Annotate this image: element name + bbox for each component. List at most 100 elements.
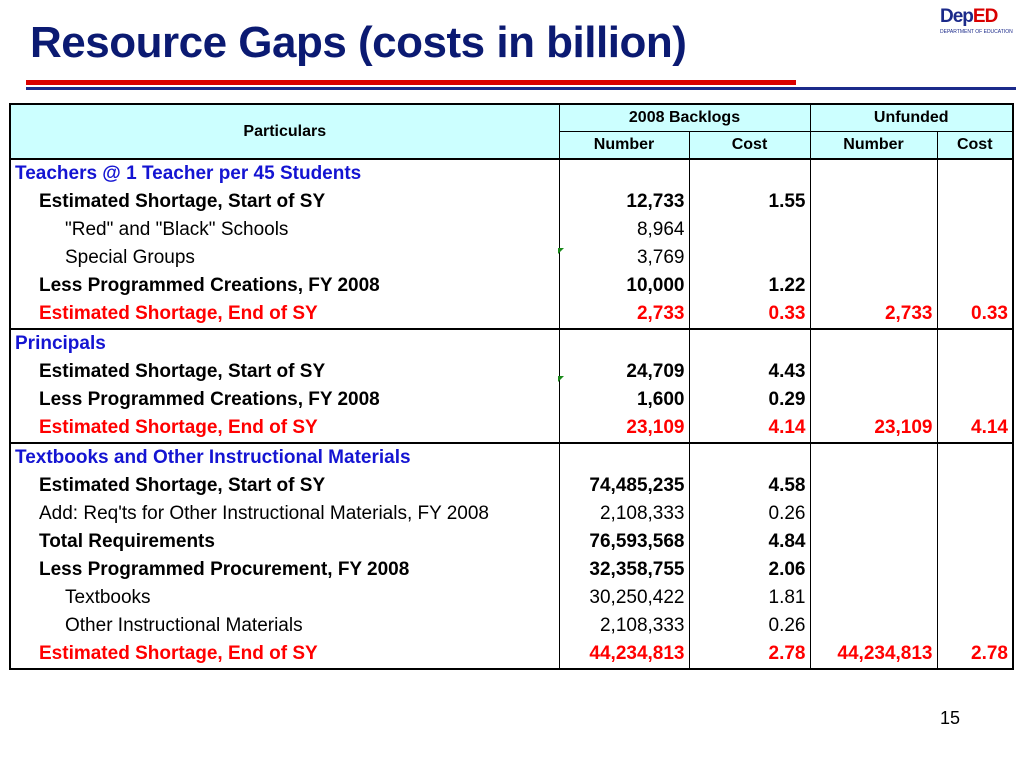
- table-body: Teachers @ 1 Teacher per 45 Students Esti…: [9, 158, 1014, 669]
- logo-wordmark: DepED: [940, 6, 1020, 28]
- backlog-cost-cell: 1.22: [688, 272, 811, 300]
- row-label: "Red" and "Black" Schools: [9, 216, 560, 244]
- table-row: Add: Req'ts for Other Instructional Mate…: [9, 500, 1014, 528]
- logo-ed: ED: [972, 6, 998, 27]
- row-label: Less Programmed Creations, FY 2008: [9, 272, 560, 300]
- table-row: Estimated Shortage, End of SY 23,109 4.14 2…: [9, 414, 1014, 443]
- row-label: Estimated Shortage, End of SY: [9, 640, 560, 669]
- cell-comment-marker: [558, 376, 564, 382]
- logo-dep: Dep: [940, 6, 974, 27]
- title-underline-red: [26, 80, 796, 85]
- row-label: Estimated Shortage, Start of SY: [9, 188, 560, 216]
- empty-cell: [809, 442, 938, 472]
- empty-cell: [558, 328, 690, 358]
- backlog-number-cell: 32,358,755: [558, 556, 690, 584]
- backlog-cost-cell: 4.58: [688, 472, 811, 500]
- unfunded-cost-cell: [936, 358, 1014, 386]
- empty-cell: [809, 328, 938, 358]
- row-label: Estimated Shortage, End of SY: [9, 300, 560, 329]
- row-label: Total Requirements: [9, 528, 560, 556]
- unfunded-cost-cell: [936, 556, 1014, 584]
- unfunded-cost-cell: [936, 272, 1014, 300]
- section-title: Principals: [9, 328, 560, 358]
- unfunded-cost-cell: 0.33: [936, 300, 1014, 329]
- unfunded-cost-cell: [936, 584, 1014, 612]
- empty-cell: [558, 158, 690, 188]
- deped-logo: DepED DEPARTMENT OF EDUCATION: [940, 6, 1020, 40]
- empty-cell: [558, 442, 690, 472]
- page-number: 15: [940, 708, 961, 728]
- header-backlog-cost: Cost: [688, 131, 811, 160]
- unfunded-cost-cell: 4.14: [936, 414, 1014, 443]
- empty-cell: [936, 158, 1014, 188]
- backlog-cost-cell: 0.26: [688, 612, 811, 640]
- unfunded-cost-cell: [936, 528, 1014, 556]
- empty-cell: [809, 158, 938, 188]
- unfunded-cost-cell: [936, 188, 1014, 216]
- unfunded-number-cell: [809, 584, 938, 612]
- backlog-cost-cell: 2.06: [688, 556, 811, 584]
- unfunded-cost-cell: [936, 386, 1014, 414]
- backlog-number-cell: 8,964: [558, 216, 690, 244]
- row-label: Less Programmed Procurement, FY 2008: [9, 556, 560, 584]
- unfunded-number-cell: 23,109: [809, 414, 938, 443]
- backlog-number-cell: 2,108,333: [558, 612, 690, 640]
- row-label: Textbooks: [9, 584, 560, 612]
- table-row: Special Groups 3,769: [9, 244, 1014, 272]
- table-row: Estimated Shortage, End of SY 2,733 0.33 2,…: [9, 300, 1014, 329]
- table-row: Other Instructional Materials 2,108,333 0.…: [9, 612, 1014, 640]
- empty-cell: [688, 328, 811, 358]
- unfunded-number-cell: [809, 500, 938, 528]
- backlog-number-cell: 1,600: [558, 386, 690, 414]
- table-row: Less Programmed Creations, FY 2008 1,600 0…: [9, 386, 1014, 414]
- backlog-number-cell: 76,593,568: [558, 528, 690, 556]
- empty-cell: [936, 442, 1014, 472]
- backlog-cost-cell: [688, 216, 811, 244]
- table-row: Total Requirements 76,593,568 4.84: [9, 528, 1014, 556]
- empty-cell: [688, 442, 811, 472]
- backlog-number-cell: 24,709: [558, 358, 690, 386]
- table-row: Estimated Shortage, Start of SY 12,733 1.5…: [9, 188, 1014, 216]
- backlog-number-cell: 12,733: [558, 188, 690, 216]
- unfunded-cost-cell: [936, 612, 1014, 640]
- unfunded-cost-cell: 2.78: [936, 640, 1014, 669]
- backlog-cost-cell: 0.29: [688, 386, 811, 414]
- backlog-number-cell: 44,234,813: [558, 640, 690, 669]
- header-unfunded: Unfunded: [809, 103, 1014, 132]
- unfunded-number-cell: [809, 358, 938, 386]
- logo-tagline: DEPARTMENT OF EDUCATION: [940, 29, 1013, 35]
- unfunded-number-cell: 44,234,813: [809, 640, 938, 669]
- unfunded-cost-cell: [936, 472, 1014, 500]
- backlog-cost-cell: 4.43: [688, 358, 811, 386]
- unfunded-number-cell: [809, 472, 938, 500]
- title-underline-blue: [26, 87, 1016, 90]
- unfunded-cost-cell: [936, 244, 1014, 272]
- backlog-cost-cell: 1.55: [688, 188, 811, 216]
- backlog-cost-cell: 1.81: [688, 584, 811, 612]
- empty-cell: [688, 158, 811, 188]
- unfunded-number-cell: 2,733: [809, 300, 938, 329]
- resource-gaps-table: Particulars 2008 Backlogs Unfunded Numbe…: [9, 103, 1014, 670]
- backlog-cost-cell: 2.78: [688, 640, 811, 669]
- table-row: Estimated Shortage, Start of SY 74,485,23…: [9, 472, 1014, 500]
- unfunded-number-cell: [809, 386, 938, 414]
- backlog-number-cell: 23,109: [558, 414, 690, 443]
- unfunded-number-cell: [809, 216, 938, 244]
- unfunded-number-cell: [809, 272, 938, 300]
- backlog-cost-cell: [688, 244, 811, 272]
- empty-cell: [936, 328, 1014, 358]
- row-label: Other Instructional Materials: [9, 612, 560, 640]
- table-row: "Red" and "Black" Schools 8,964: [9, 216, 1014, 244]
- backlog-cost-cell: 0.26: [688, 500, 811, 528]
- section-header-row: Principals: [9, 328, 1014, 358]
- resource-gaps-table-wrap: Particulars 2008 Backlogs Unfunded Numbe…: [9, 103, 1014, 670]
- header-unfunded-cost: Cost: [936, 131, 1014, 160]
- header-particulars: Particulars: [9, 103, 560, 160]
- unfunded-number-cell: [809, 556, 938, 584]
- unfunded-number-cell: [809, 244, 938, 272]
- section-header-row: Textbooks and Other Instructional Materi…: [9, 442, 1014, 472]
- row-label: Estimated Shortage, Start of SY: [9, 472, 560, 500]
- unfunded-cost-cell: [936, 500, 1014, 528]
- backlog-number-cell: 3,769: [558, 244, 690, 272]
- backlog-cost-cell: 4.14: [688, 414, 811, 443]
